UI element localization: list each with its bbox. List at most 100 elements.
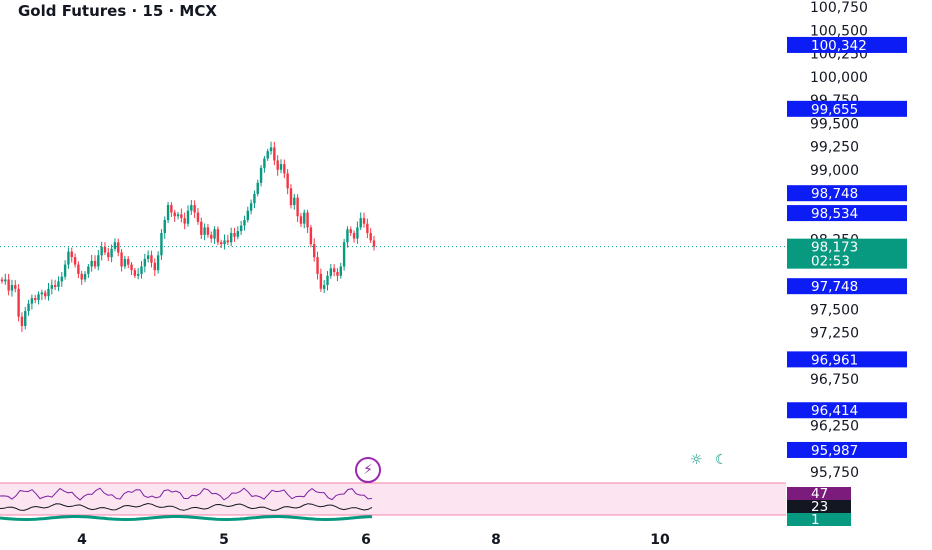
price-tag [787, 278, 907, 295]
candle-body [210, 234, 213, 239]
candles [0, 141, 376, 332]
candle-body [313, 244, 316, 258]
candle-body [123, 259, 127, 267]
sun-moon-icon[interactable]: ☼ ☾ [690, 452, 732, 468]
x-tick-label: 8 [491, 532, 501, 548]
lightning-icon[interactable]: ⚡ [355, 457, 381, 483]
candle-body [100, 246, 103, 256]
price-tag-label: 99,655 [811, 102, 858, 118]
rsi-line [0, 487, 373, 501]
candle-body [190, 205, 193, 211]
price-tag-label: 96,414 [811, 403, 858, 419]
y-tick-label: 99,000 [810, 163, 859, 179]
x-tick-label: 10 [650, 532, 670, 548]
y-tick-label: 97,500 [810, 302, 859, 318]
candle-body [372, 240, 376, 247]
y-tick-label: 95,750 [810, 465, 859, 481]
candle-body [67, 251, 70, 265]
y-tick-label: 99,250 [810, 140, 859, 156]
price-axis[interactable]: 100,750100,500100,250100,00099,75099,500… [787, 0, 907, 481]
candle-body [136, 273, 140, 276]
y-tick-label: 100,500 [810, 23, 868, 39]
candle-body [356, 227, 359, 239]
candle-body [20, 316, 24, 326]
candle-body [73, 257, 77, 265]
rsi-band [0, 483, 786, 515]
candle-body [226, 240, 230, 243]
candle-body [193, 205, 196, 213]
candle-body [319, 273, 323, 289]
candle-body [4, 279, 7, 282]
candle-body [309, 227, 313, 245]
candle-body [90, 260, 93, 267]
candle-body [146, 255, 150, 260]
candle-body [27, 303, 30, 312]
time-axis[interactable]: 4 5 6 8 10 [77, 532, 670, 548]
candle-body [140, 266, 143, 274]
candle-body [186, 210, 190, 224]
candle-body [233, 232, 236, 237]
candle-body [246, 210, 249, 220]
candle-body [14, 285, 17, 289]
candle-body [50, 285, 54, 289]
x-tick-label: 6 [361, 532, 371, 548]
candle-body [259, 167, 263, 183]
candle-body [40, 292, 44, 295]
price-tag-label: 98,748 [811, 186, 858, 202]
candle-body [366, 223, 369, 233]
candle-body [24, 311, 27, 326]
candle-body [133, 270, 137, 276]
candle-body [57, 281, 60, 287]
candle-body [336, 272, 339, 276]
candle-body [206, 227, 210, 235]
candle-body [83, 273, 87, 280]
price-tag [787, 351, 907, 368]
candle-body [156, 255, 160, 271]
candle-body [216, 229, 220, 243]
candle-body [34, 298, 37, 300]
candle-body [296, 197, 299, 217]
candle-body [342, 242, 346, 267]
candle-body [362, 218, 366, 224]
candle-body [316, 257, 319, 274]
y-tick-label: 97,250 [810, 326, 859, 342]
candle-body [113, 242, 117, 249]
candle-body [127, 259, 130, 265]
price-tag [787, 441, 907, 458]
price-tag-label: 98,173 [811, 240, 858, 256]
rsi-signal-line [0, 502, 373, 511]
candle-body [213, 229, 216, 239]
candle-body [93, 260, 97, 267]
rsi-value-label: 23 [811, 499, 828, 515]
chart-title: Gold Futures · 15 · MCX [18, 2, 217, 20]
price-tag [787, 402, 907, 419]
price-tag-label: 98,534 [811, 206, 858, 222]
candle-body [239, 225, 243, 232]
oscillator-line [0, 515, 373, 521]
candle-body [299, 216, 303, 224]
candle-body [339, 266, 342, 276]
price-tag-label: 96,961 [811, 352, 858, 368]
candle-body [256, 182, 259, 194]
y-tick-label: 99,500 [810, 116, 859, 132]
candle-body [173, 212, 176, 217]
price-tag-label: 100,342 [811, 38, 867, 54]
rsi-value-label: 1 [811, 512, 820, 528]
candle-body [249, 203, 253, 211]
candle-body [163, 219, 166, 233]
candle-body [196, 212, 200, 222]
candle-body [143, 259, 147, 267]
candle-body [17, 288, 20, 317]
candle-body [183, 218, 186, 224]
candle-body [322, 285, 326, 289]
candle-body [110, 248, 113, 258]
candle-body [150, 255, 153, 263]
candle-body [369, 232, 372, 241]
candle-body [0, 279, 4, 282]
candle-body [160, 232, 163, 256]
candle-body [203, 227, 206, 235]
candle-body [269, 147, 273, 152]
candle-body [10, 285, 14, 291]
